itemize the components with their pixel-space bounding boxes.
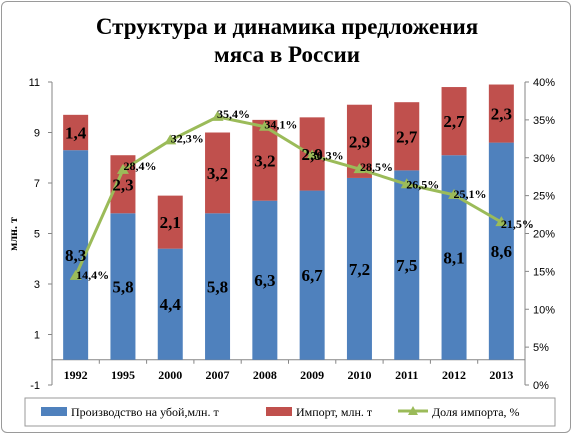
left-tick-label: 7: [34, 178, 40, 190]
line-marker-import-share: [164, 134, 177, 145]
bar-production: [299, 190, 325, 360]
plot-area: -1 1 3 5 7 9 11 0% 5% 10% 15% 20% 25% 30% 35% 40% 1992 19…: [29, 77, 556, 392]
line-marker-import-share: [448, 188, 461, 199]
line-marker-import-share: [258, 120, 271, 131]
bar-production: [157, 248, 183, 360]
data-label-import: 2,3: [112, 175, 133, 194]
data-label-production: 8,1: [443, 248, 464, 267]
data-label-import: 2,7: [443, 112, 465, 131]
x-category-label: 1992: [64, 368, 88, 382]
line-import-share: [74, 115, 503, 277]
line-marker-import-share: [353, 163, 366, 174]
data-label-import-share: 28,5%: [360, 160, 393, 174]
right-tick-label: 0%: [533, 380, 549, 392]
data-label-production: 8,6: [491, 242, 512, 261]
line-marker-import-share: [400, 178, 413, 189]
right-tick-label: 15%: [533, 266, 555, 278]
line-marker-import-share: [69, 269, 82, 280]
data-label-import-share: 30,3%: [311, 148, 344, 162]
bar-import: [157, 195, 183, 249]
data-label-import-share: 25,1%: [454, 187, 487, 201]
bar-production: [346, 177, 372, 360]
bar-import: [441, 87, 467, 156]
data-label-production: 5,8: [207, 278, 228, 297]
data-label-import-share: 28,4%: [123, 159, 156, 173]
x-category-label: 2012: [442, 368, 466, 382]
left-tick-label: 3: [34, 279, 40, 291]
line-marker-import-share: [495, 216, 508, 227]
bar-import: [205, 132, 231, 214]
x-category-label: 2013: [489, 368, 513, 382]
bar-production: [252, 200, 278, 360]
data-label-production: 5,8: [112, 278, 133, 297]
x-category-label: 2009: [300, 368, 324, 382]
data-label-production: 4,4: [160, 295, 182, 314]
right-tick-label: 5%: [533, 342, 549, 354]
bar-production: [394, 170, 420, 360]
right-tick-label: 20%: [533, 229, 555, 241]
data-label-import-share: 21,5%: [501, 217, 534, 231]
y-axis-label: млн. т: [6, 217, 20, 251]
x-category-label: 2010: [347, 368, 371, 382]
line-marker-import-share: [211, 110, 224, 121]
data-label-import: 2,9: [349, 132, 370, 151]
data-label-import: 3,2: [254, 151, 275, 170]
bar-production: [488, 142, 514, 360]
legend-label-import: Импорт, млн. т: [296, 405, 373, 419]
data-label-production: 8,3: [65, 246, 86, 265]
data-label-import: 2,9: [302, 145, 323, 164]
data-label-import: 2,3: [491, 105, 512, 124]
left-tick-label: -1: [30, 380, 40, 392]
data-label-production: 6,3: [254, 271, 275, 290]
x-category-label: 1995: [111, 368, 135, 382]
chart-title-line2: мяса в России: [214, 42, 360, 67]
data-label-production: 7,5: [396, 256, 417, 275]
data-label-import-share: 14,4%: [76, 268, 109, 282]
legend-label-production: Производство на убой,млн. т: [71, 405, 219, 419]
chart-title-line1: Структура и динамика предложения: [96, 14, 478, 39]
x-category-label: 2000: [158, 368, 182, 382]
right-tick-label: 35%: [533, 115, 555, 127]
data-label-import-share: 32,3%: [171, 131, 204, 145]
left-tick-label: 9: [34, 128, 40, 140]
right-tick-label: 25%: [533, 191, 555, 203]
line-marker-import-share: [116, 163, 129, 174]
bar-production: [110, 213, 136, 360]
data-label-import: 1,4: [65, 124, 87, 143]
data-label-import: 2,1: [160, 213, 181, 232]
bar-production: [205, 213, 231, 360]
left-tick-label: 11: [29, 77, 40, 89]
left-tick-label: 5: [34, 229, 40, 241]
bar-import: [394, 102, 420, 171]
data-label-import-share: 26,5%: [406, 177, 439, 191]
data-label-import: 3,2: [207, 164, 228, 183]
x-category-label: 2008: [253, 368, 277, 382]
data-label-production: 6,7: [302, 266, 324, 285]
left-tick-label: 1: [34, 330, 40, 342]
legend-marker-share: [408, 406, 418, 415]
data-label-import: 2,7: [396, 127, 418, 146]
legend-swatch-production: [41, 407, 67, 416]
legend-swatch-import: [266, 407, 292, 416]
data-label-production: 7,2: [349, 260, 370, 279]
data-label-import-share: 35,4%: [217, 107, 250, 121]
data-label-import-share: 34,1%: [264, 118, 297, 132]
line-marker-import-share: [306, 149, 319, 160]
right-tick-label: 10%: [533, 304, 555, 316]
x-category-label: 2007: [206, 368, 230, 382]
x-category-label: 2011: [395, 368, 418, 382]
right-tick-label: 30%: [533, 153, 555, 165]
right-tick-label: 40%: [533, 77, 555, 89]
bar-import: [63, 114, 89, 151]
legend-label-share: Доля импорта, %: [432, 405, 520, 419]
bar-import: [488, 84, 514, 143]
